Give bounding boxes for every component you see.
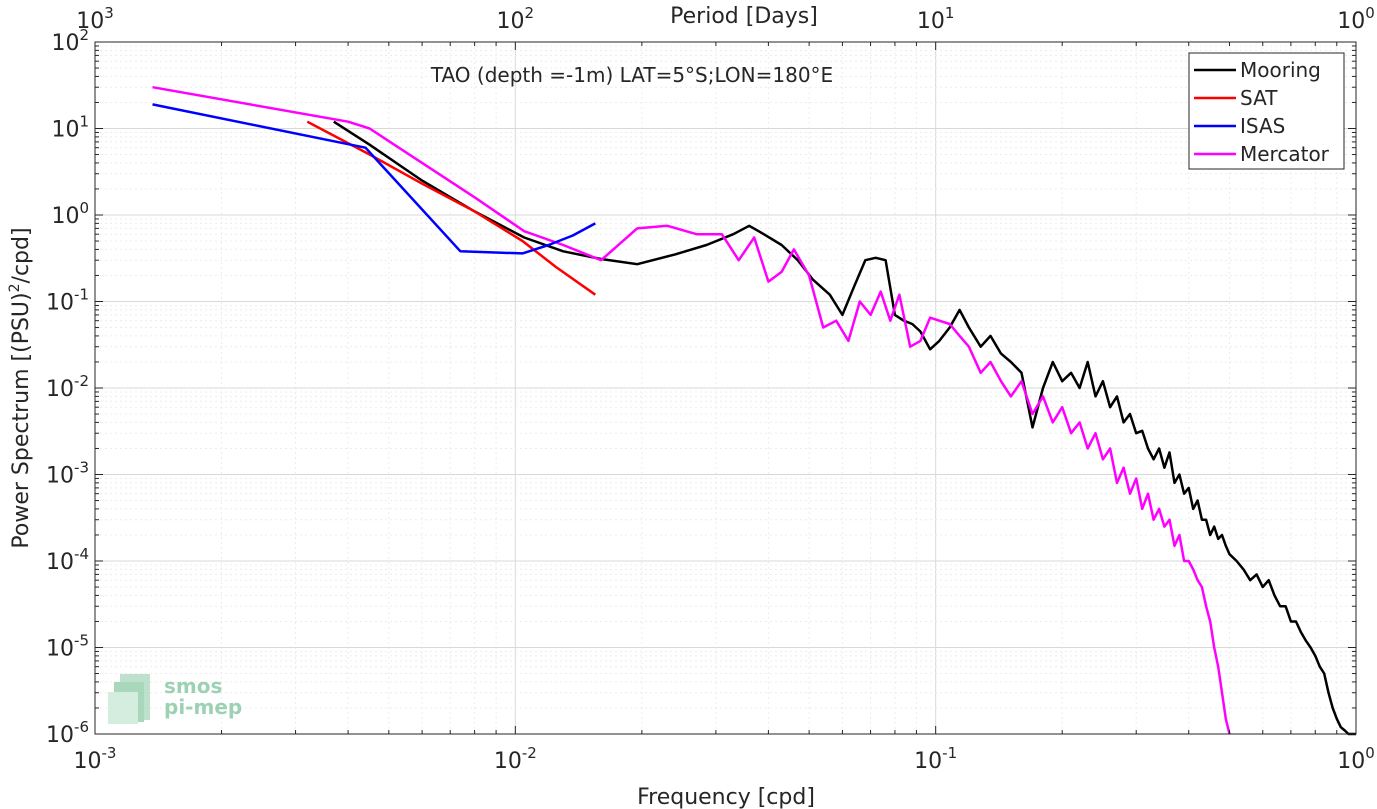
y-tick-label: 101 [51, 113, 89, 143]
y-tick-label: 102 [51, 26, 89, 56]
y-tick-label-base: 10 [46, 637, 74, 662]
top-tick-label-base: 10 [76, 9, 104, 34]
x-tick-label-base: 10 [1337, 749, 1365, 774]
x-tick-label: 10-3 [74, 744, 117, 774]
series-line-mercator [152, 85, 1231, 735]
y-tick-label-base: 10 [51, 204, 79, 229]
top-tick-label-exp: 3 [104, 4, 114, 22]
legend-label-mooring: Mooring [1240, 58, 1321, 82]
y-axis-label-tail: /cpd] [9, 227, 34, 283]
y-tick-label-base: 10 [46, 723, 74, 748]
x-axis-label: Frequency [cpd] [637, 785, 815, 809]
logo-text-smos: smos [164, 674, 222, 698]
y-tick-label: 10-4 [46, 545, 89, 575]
x-tick-label: 10-1 [914, 744, 957, 774]
series-line-sat [306, 120, 597, 296]
legend: Mooring SAT ISAS Mercator [1188, 52, 1345, 170]
legend-label-mercator: Mercator [1240, 142, 1330, 166]
top-tick-label-base: 10 [917, 9, 945, 34]
y-tick-label: 10-5 [46, 632, 89, 662]
tick-marks [94, 42, 1356, 735]
y-tick-label: 10-1 [46, 286, 89, 316]
y-tick-label-base: 10 [51, 31, 79, 56]
x-tick-label-base: 10 [74, 749, 102, 774]
y-tick-label-exp: -1 [74, 286, 89, 304]
y-tick-label-base: 10 [46, 377, 74, 402]
x-tick-label-exp: -2 [522, 744, 537, 762]
y-tick-label: 100 [51, 199, 89, 229]
y-tick-label-exp: -4 [74, 545, 89, 563]
top-tick-label-exp: 0 [1365, 4, 1375, 22]
legend-box [1188, 52, 1345, 170]
y-tick-label: 10-2 [46, 372, 89, 402]
y-tick-label-exp: 0 [79, 199, 89, 217]
y-tick-label-exp: -2 [74, 372, 89, 390]
top-tick-label-base: 10 [497, 9, 525, 34]
top-tick-label-exp: 1 [945, 4, 955, 22]
y-tick-label: 10-3 [46, 459, 89, 489]
x-tick-label-base: 10 [494, 749, 522, 774]
top-tick-label-exp: 2 [525, 4, 535, 22]
x-tick-label-exp: -1 [942, 744, 957, 762]
y-axis-label: Power Spectrum [(PSU)2/cpd] [7, 227, 34, 548]
x-tick-label-exp: 0 [1365, 744, 1375, 762]
x-tick-label: 10-2 [494, 744, 537, 774]
y-tick-label-exp: 1 [79, 113, 89, 131]
x-tick-label-base: 10 [914, 749, 942, 774]
logo-layer-3 [108, 692, 138, 724]
x-tick-label-exp: -3 [102, 744, 117, 762]
logo-text-pi-mep: pi-mep [164, 695, 242, 719]
x-tick-label: 100 [1337, 744, 1375, 774]
top-axis-label: Period [Days] [670, 4, 818, 29]
chart-title: TAO (depth =-1m) LAT=5°S;LON=180°E [430, 63, 833, 87]
y-tick-label-exp: -3 [74, 459, 89, 477]
top-tick-label: 103 [76, 4, 114, 34]
y-axis-label-main: Power Spectrum [(PSU) [9, 292, 34, 548]
y-tick-label-exp: 2 [79, 26, 89, 44]
legend-label-isas: ISAS [1240, 114, 1285, 138]
y-axis-label-sup: 2 [7, 283, 23, 292]
smos-pi-mep-logo: smos pi-mep [108, 674, 242, 724]
y-tick-label: 10-6 [46, 718, 89, 748]
series-layer [152, 85, 1356, 736]
top-tick-label-base: 10 [1337, 9, 1365, 34]
series-line-isas [152, 103, 596, 255]
grid [95, 42, 1356, 734]
y-tick-label-base: 10 [46, 464, 74, 489]
y-tick-label-base: 10 [46, 550, 74, 575]
y-tick-label-exp: -6 [74, 718, 89, 736]
top-tick-label: 100 [1337, 4, 1375, 34]
y-tick-label-base: 10 [51, 118, 79, 143]
series-line-mooring [333, 120, 1356, 736]
y-tick-label-exp: -5 [74, 632, 89, 650]
top-tick-label: 102 [497, 4, 535, 34]
top-tick-label: 101 [917, 4, 955, 34]
y-tick-label-base: 10 [46, 291, 74, 316]
legend-label-sat: SAT [1240, 86, 1278, 110]
